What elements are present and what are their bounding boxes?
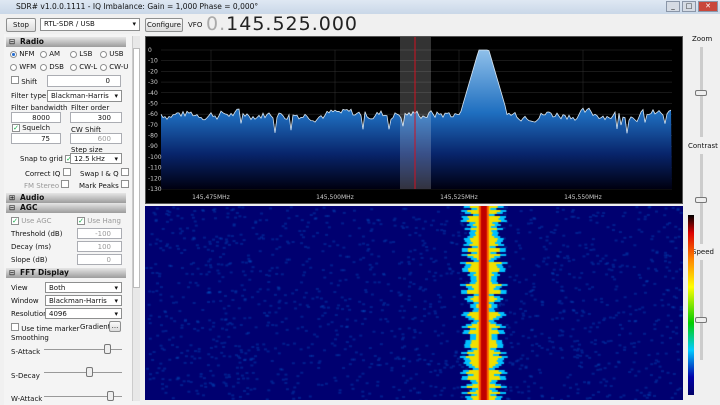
s-attack-label: S-Attack bbox=[11, 348, 41, 356]
decay-label: Decay (ms) bbox=[11, 243, 52, 251]
speed-slider[interactable] bbox=[695, 260, 707, 360]
y-tick-label: 0 bbox=[148, 47, 152, 54]
spectrum-fill bbox=[161, 50, 672, 189]
y-tick-label: -10 bbox=[148, 58, 158, 65]
swap-iq-checkbox[interactable]: Swap I & Q bbox=[80, 168, 129, 178]
mode-radio-wfm[interactable]: WFM bbox=[10, 63, 40, 71]
threshold-input[interactable]: -100 bbox=[77, 228, 122, 239]
cw-shift-input[interactable]: 600 bbox=[70, 133, 122, 144]
fft-section-header[interactable]: FFT Display bbox=[6, 268, 126, 278]
y-tick-label: -110 bbox=[148, 165, 162, 172]
use-hang-checkbox[interactable]: ✓ Use Hang bbox=[77, 217, 121, 225]
use-agc-checkbox[interactable]: ✓ Use AGC bbox=[11, 217, 52, 225]
gradient-button[interactable]: ... bbox=[109, 321, 121, 332]
spectrum-analyzer[interactable]: 0 -10 -20 -30 -40 -50 -60 -70 -80 -90 -100 -110 -120… bbox=[145, 36, 720, 204]
x-tick-label: 145,500MHz bbox=[316, 194, 354, 201]
waterfall-color-scale bbox=[688, 215, 694, 395]
filter-order-label: Filter order bbox=[71, 104, 110, 112]
threshold-label: Threshold (dB) bbox=[11, 230, 63, 238]
y-tick-label: -20 bbox=[148, 68, 158, 75]
decay-input[interactable]: 100 bbox=[77, 241, 122, 252]
resolution-label: Resolution bbox=[11, 310, 48, 318]
window-title: SDR# v1.0.0.1111 - IQ Imbalance: Gain = … bbox=[16, 2, 259, 11]
filter-bandwidth-label: Filter bandwidth bbox=[11, 104, 68, 112]
spectrum-plot[interactable]: 0 -10 -20 -30 -40 -50 -60 -70 -80 -90 -100 -110 -120… bbox=[146, 37, 720, 203]
time-marker-checkbox[interactable]: Use time marker bbox=[11, 323, 80, 333]
slope-input[interactable]: 0 bbox=[77, 254, 122, 265]
zoom-label: Zoom bbox=[692, 35, 713, 43]
filter-order-input[interactable]: 300 bbox=[70, 112, 122, 123]
mode-radio-dsb[interactable]: DSB bbox=[40, 63, 70, 71]
smoothing-label: Smoothing bbox=[11, 334, 49, 342]
frequency-display[interactable]: 0.145.525.000 bbox=[206, 13, 358, 35]
contrast-label: Contrast bbox=[688, 142, 718, 150]
view-select[interactable]: Both bbox=[45, 282, 122, 294]
filter-type-select[interactable]: Blackman-Harris bbox=[47, 90, 122, 102]
filter-type-label: Filter type bbox=[11, 92, 47, 100]
shift-checkbox[interactable]: Shift bbox=[11, 76, 37, 86]
cw-shift-label: CW Shift bbox=[71, 126, 101, 134]
stop-button[interactable]: Stop bbox=[6, 18, 36, 32]
frequency-value: 145.525.000 bbox=[226, 13, 359, 35]
y-tick-label: -100 bbox=[148, 154, 162, 161]
w-attack-slider[interactable] bbox=[44, 391, 122, 401]
waterfall-display[interactable] bbox=[145, 206, 683, 400]
x-tick-label: 145,475MHz bbox=[192, 194, 230, 201]
close-button[interactable]: ✕ bbox=[698, 1, 718, 12]
fm-stereo-checkbox[interactable]: FM Stereo bbox=[24, 180, 70, 190]
maximize-button[interactable]: □ bbox=[682, 1, 696, 12]
snap-to-grid-checkbox[interactable]: Snap to grid ✓ bbox=[20, 155, 74, 163]
shift-input[interactable]: 0 bbox=[47, 75, 121, 87]
mark-peaks-checkbox[interactable]: Mark Peaks bbox=[79, 180, 129, 190]
x-tick-label: 145,550MHz bbox=[564, 194, 602, 201]
minimize-button[interactable]: _ bbox=[666, 1, 680, 12]
gradient-label: Gradient bbox=[80, 323, 111, 331]
s-decay-slider[interactable] bbox=[44, 367, 122, 377]
configure-button[interactable]: Configure bbox=[145, 18, 183, 32]
squelch-checkbox[interactable]: ✓ Squelch bbox=[12, 124, 51, 132]
y-tick-label: -80 bbox=[148, 133, 158, 140]
resolution-select[interactable]: 4096 bbox=[45, 308, 122, 320]
s-attack-slider[interactable] bbox=[44, 344, 122, 354]
spectrum-trace bbox=[160, 49, 672, 134]
y-tick-label: -40 bbox=[148, 90, 158, 97]
step-size-select[interactable]: 12.5 kHz bbox=[70, 153, 122, 165]
mode-radio-nfm[interactable]: NFM bbox=[10, 50, 40, 58]
frequency-prefix: 0. bbox=[206, 13, 227, 35]
y-tick-label: -90 bbox=[148, 143, 158, 150]
filter-bandwidth-input[interactable]: 8000 bbox=[11, 112, 61, 123]
panel-scrollbar[interactable] bbox=[132, 36, 140, 401]
slope-label: Slope (dB) bbox=[11, 256, 48, 264]
squelch-input[interactable]: 75 bbox=[11, 133, 61, 144]
contrast-slider[interactable] bbox=[695, 154, 707, 244]
x-tick-label: 145,525MHz bbox=[440, 194, 478, 201]
y-tick-label: -30 bbox=[148, 79, 158, 86]
mode-radio-usb[interactable]: USB bbox=[100, 50, 130, 58]
mode-radio-am[interactable]: AM bbox=[40, 50, 70, 58]
y-tick-label: -120 bbox=[148, 175, 162, 182]
window-select[interactable]: Blackman-Harris bbox=[45, 295, 122, 307]
step-size-label: Step size bbox=[71, 146, 103, 154]
y-tick-label: -50 bbox=[148, 100, 158, 107]
y-tick-label: -60 bbox=[148, 111, 158, 118]
speed-label: Speed bbox=[692, 248, 714, 256]
mode-radio-cw-u[interactable]: CW-U bbox=[100, 63, 130, 71]
audio-section-header[interactable]: Audio bbox=[6, 193, 126, 203]
mode-radio-lsb[interactable]: LSB bbox=[70, 50, 100, 58]
agc-section-header[interactable]: AGC bbox=[6, 203, 126, 213]
s-decay-label: S-Decay bbox=[11, 372, 40, 380]
title-bar: SDR# v1.0.0.1111 - IQ Imbalance: Gain = … bbox=[0, 0, 720, 14]
view-label: View bbox=[11, 284, 28, 292]
correct-iq-checkbox[interactable]: Correct IQ bbox=[25, 168, 71, 178]
radio-section-header[interactable]: Radio bbox=[6, 37, 126, 47]
mode-radio-cw-l[interactable]: CW-L bbox=[70, 63, 100, 71]
y-tick-label: -70 bbox=[148, 122, 158, 129]
zoom-slider[interactable] bbox=[695, 47, 707, 137]
window-label: Window bbox=[11, 297, 39, 305]
vfo-label: VFO bbox=[188, 21, 203, 29]
w-attack-label: W-Attack bbox=[11, 395, 43, 403]
source-select[interactable]: RTL-SDR / USB bbox=[40, 18, 140, 31]
y-tick-label: -130 bbox=[148, 186, 162, 193]
